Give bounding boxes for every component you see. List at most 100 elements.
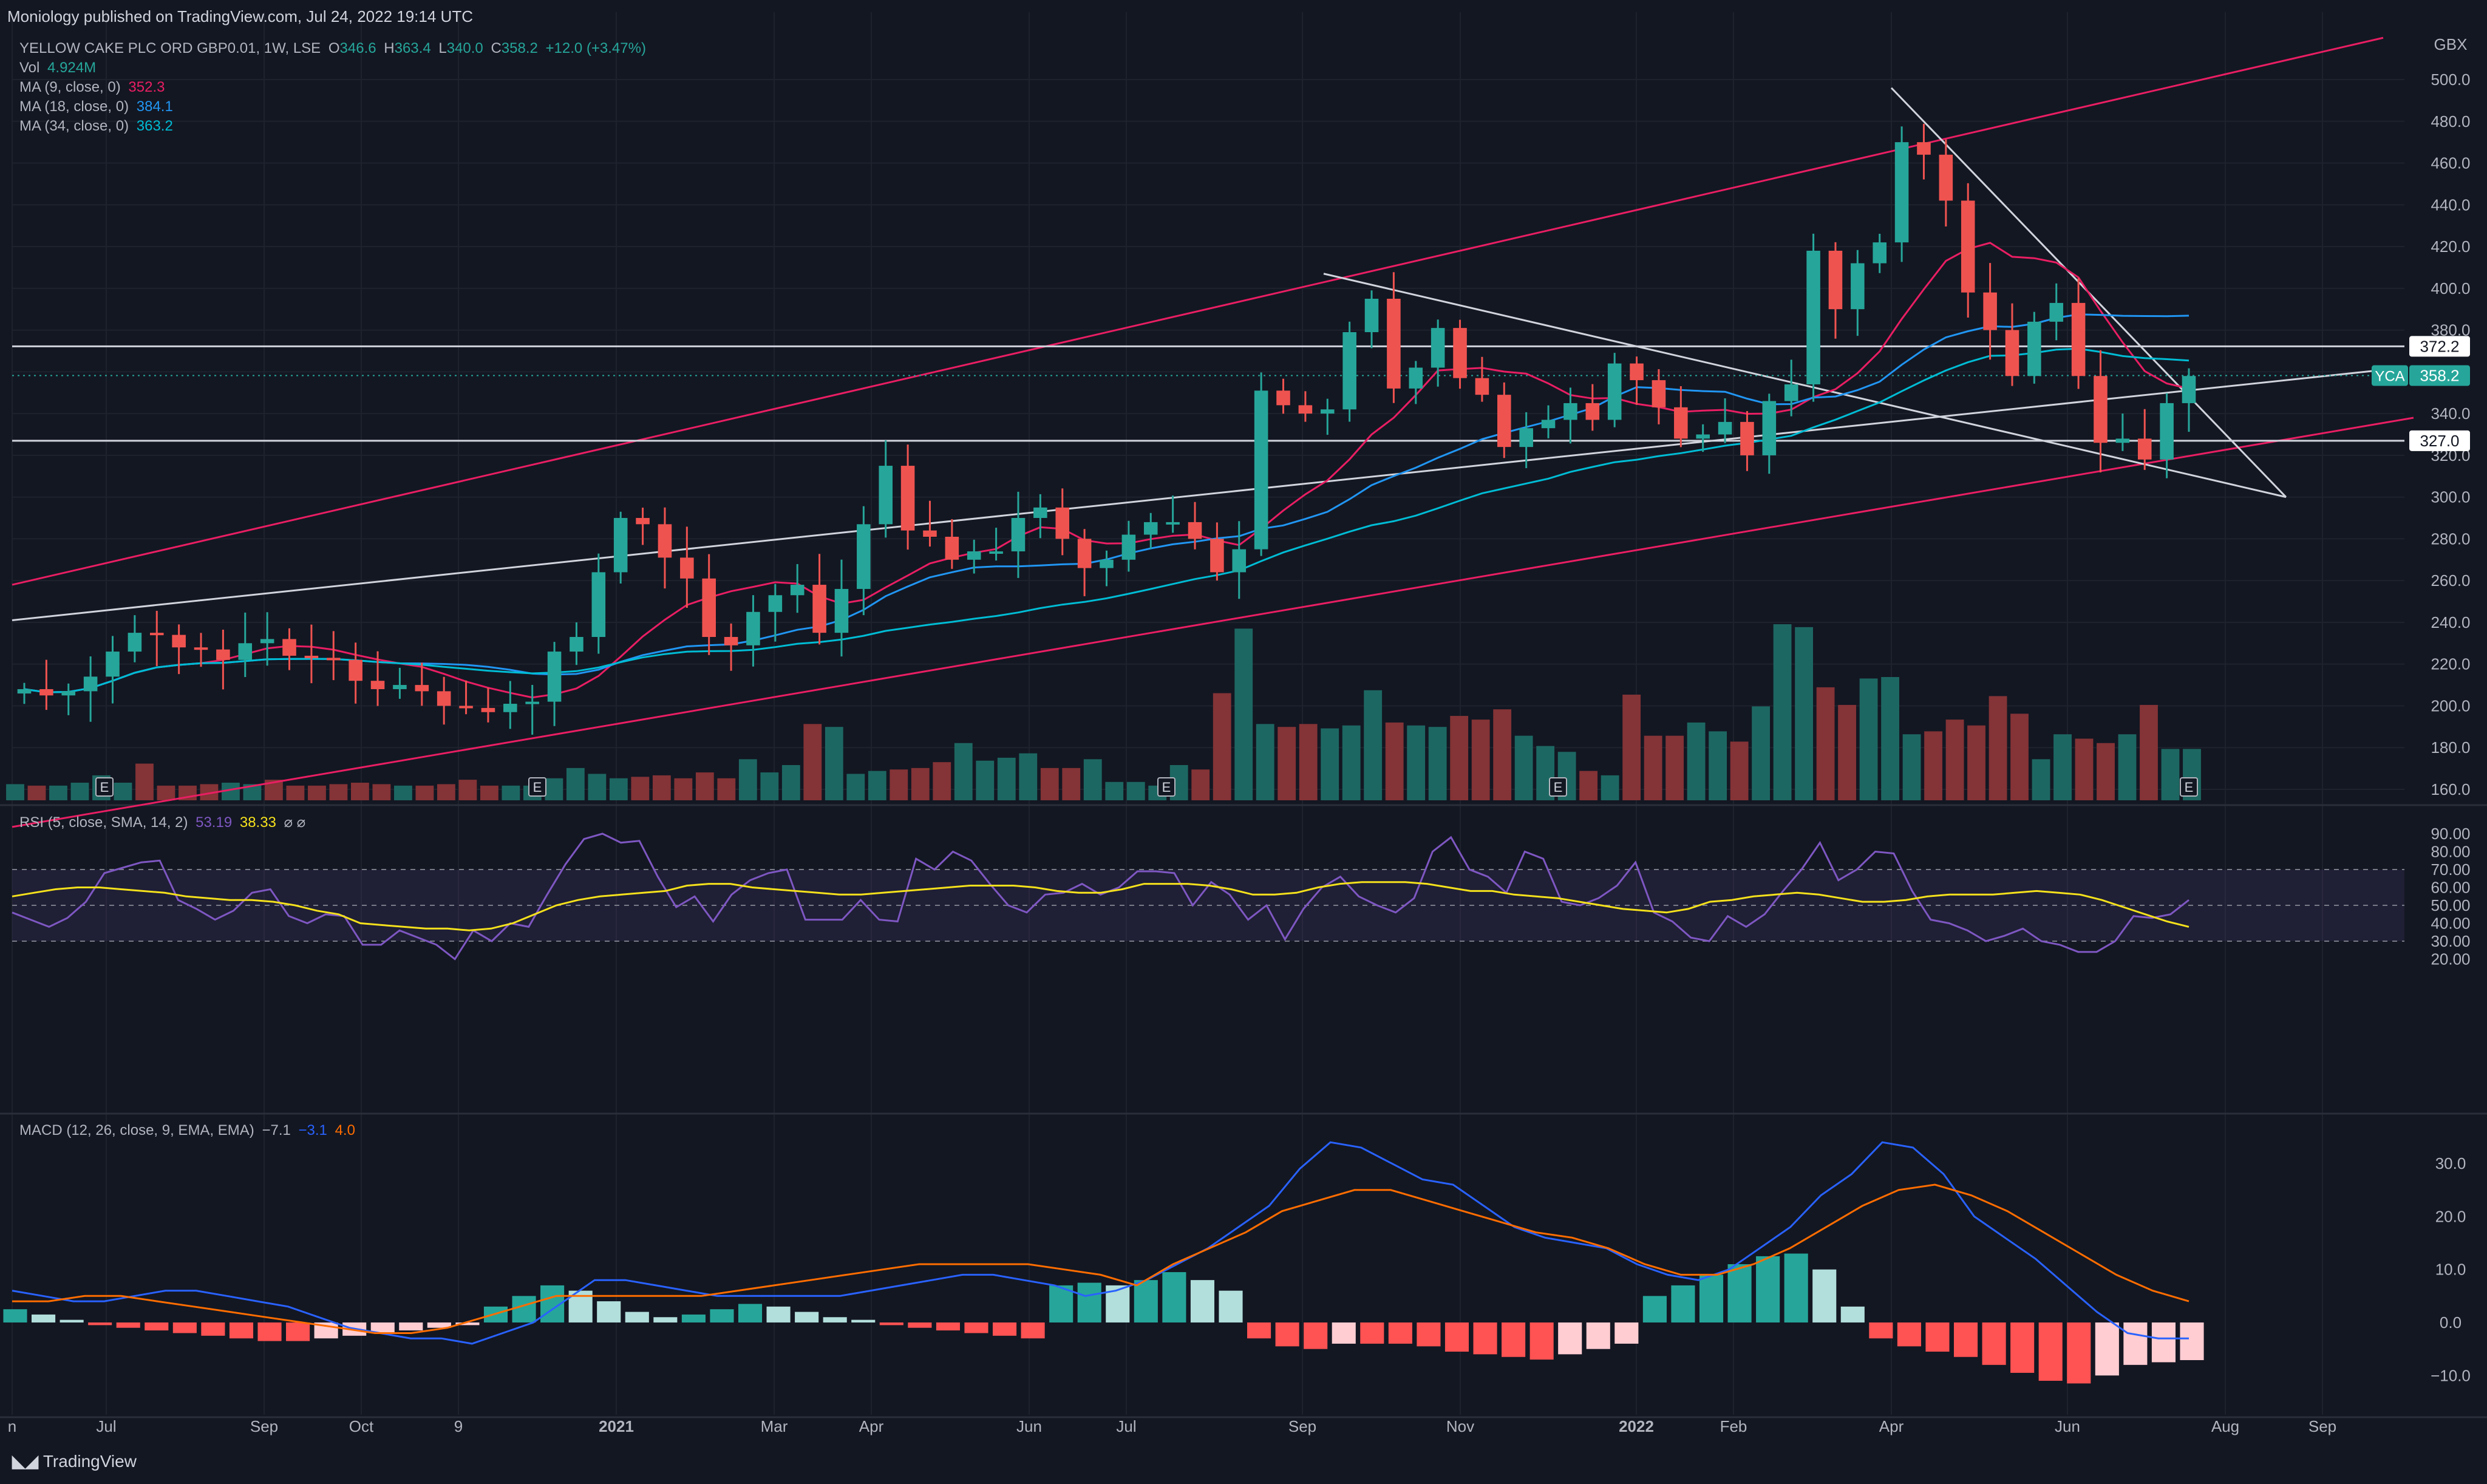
volume-bar [1881, 677, 1899, 800]
time-tick-label: Sep [2308, 1417, 2336, 1435]
macd-histogram-bar [1897, 1322, 1921, 1347]
candle-body [1961, 200, 1975, 293]
candle-body [481, 707, 495, 712]
macd-histogram-bar [455, 1322, 480, 1326]
ma18-value: 384.1 [136, 98, 173, 115]
price-tick-label: 260.0 [2431, 571, 2470, 590]
candle-body [989, 551, 1003, 554]
volume-bar [1709, 731, 1727, 800]
price-tick-label: 440.0 [2431, 196, 2470, 214]
symbol-legend[interactable]: YELLOW CAKE PLC ORD GBP0.01, 1W, LSE O34… [19, 40, 650, 57]
candle-body [2027, 321, 2041, 376]
rsi-legend[interactable]: RSI (5, close, SMA, 14, 2) 53.19 38.33 ⌀… [19, 814, 309, 831]
volume-bar [1428, 727, 1447, 800]
tradingview-logo-icon: ◣◢ [12, 1452, 43, 1471]
macd-histogram-bar [1982, 1322, 2006, 1365]
volume-bar [2118, 734, 2137, 800]
volume-bar [1234, 628, 1253, 800]
candle-body [1121, 534, 1136, 560]
symbol-name[interactable]: YELLOW CAKE PLC ORD GBP0.01, 1W, LSE [19, 40, 321, 56]
price-axis: GBX 160.0 180.0 200.0 220.0 240.0 260.0 280.0 30… [2431, 35, 2471, 1384]
candle-body [503, 704, 517, 712]
macd-histogram-bar [879, 1322, 903, 1326]
volume-bar [954, 743, 973, 800]
vol-legend[interactable]: Vol 4.924M [19, 60, 100, 77]
ma9-legend[interactable]: MA (9, close, 0) 352.3 [19, 79, 168, 96]
macd-histogram-bar [681, 1314, 706, 1322]
candlesticks [17, 123, 2196, 735]
volume-bar [6, 784, 24, 800]
volume-bar [286, 785, 305, 800]
upper-line-price-tag-bg [2409, 336, 2470, 357]
candle-body [415, 685, 429, 692]
time-tick-label: Sep [250, 1417, 278, 1435]
last-price-tag-bg [2409, 365, 2470, 386]
ma18-label[interactable]: MA (18, close, 0) [19, 98, 129, 115]
rsi-tick-label: 30.00 [2431, 932, 2470, 950]
price-tick-label: 180.0 [2431, 738, 2470, 757]
volume-bar [157, 785, 175, 800]
volume-bar [1450, 716, 1469, 800]
volume-bar [415, 785, 434, 800]
macd-histogram-bar [1558, 1322, 1582, 1355]
rsi-tick-label: 70.00 [2431, 860, 2470, 879]
ma9-label[interactable]: MA (9, close, 0) [19, 79, 121, 95]
candle-body [1342, 332, 1356, 410]
candle-body [525, 701, 539, 704]
ma34-label[interactable]: MA (34, close, 0) [19, 118, 129, 134]
ma18-legend[interactable]: MA (18, close, 0) 384.1 [19, 98, 177, 115]
candle-body [1762, 401, 1777, 455]
candle-body [2094, 376, 2108, 443]
vol-label[interactable]: Vol [19, 60, 40, 76]
earnings-marker-box [95, 777, 114, 797]
macd-histogram-bar [823, 1317, 847, 1322]
price-tick-label: 220.0 [2431, 655, 2470, 673]
candle-body [2115, 438, 2130, 443]
time-tick-label: Jul [96, 1417, 116, 1435]
candle-body [768, 595, 783, 612]
earnings-marker-box [528, 777, 546, 797]
macd-value: −3.1 [298, 1122, 327, 1139]
candle-body [1011, 518, 1026, 552]
candle-body [370, 681, 385, 689]
macd-histogram-bar [597, 1301, 621, 1322]
tradingview-logo[interactable]: ◣◢ TradingView [12, 1451, 137, 1471]
rsi-tick-label: 50.00 [2431, 896, 2470, 914]
macd-histogram-bar [257, 1322, 282, 1341]
volume-bar [1256, 724, 1274, 800]
volume-bar [545, 778, 563, 800]
candle-body [746, 611, 760, 645]
time-tick-label: n [8, 1417, 16, 1435]
rsi-label[interactable]: RSI (5, close, SMA, 14, 2) [19, 814, 188, 831]
macd-histogram-bar [2151, 1322, 2176, 1363]
volume-bar [329, 784, 348, 800]
macd-histogram-bar [1699, 1275, 1724, 1322]
macd-label[interactable]: MACD (12, 26, close, 9, EMA, EMA) [19, 1122, 254, 1139]
candle-body [1320, 409, 1335, 414]
volume-bar [1989, 696, 2007, 800]
macd-legend[interactable]: MACD (12, 26, close, 9, EMA, EMA) −7.1 −… [19, 1122, 359, 1139]
volume-bar [394, 785, 412, 800]
rsi-line [12, 832, 2189, 961]
candle-body [216, 649, 230, 660]
volume-bars [6, 624, 2201, 800]
ma9-line [24, 242, 2189, 699]
ma34-legend[interactable]: MA (34, close, 0) 363.2 [19, 118, 177, 135]
macd-histogram-bar [766, 1306, 791, 1322]
macd-histogram-bar [172, 1322, 197, 1333]
candle-body [1409, 367, 1423, 389]
candle-body [149, 633, 164, 636]
volume-bar [846, 774, 865, 800]
volume-bar [2032, 759, 2050, 800]
candle-body [2137, 438, 2152, 460]
candle-body [1806, 250, 1820, 384]
open-label: O [328, 40, 340, 56]
candle-body [1541, 420, 1556, 429]
time-tick-label: Feb [1720, 1417, 1747, 1435]
candle-body [1607, 363, 1622, 420]
candle-body [1740, 421, 1754, 455]
macd-histogram-bar [1586, 1322, 1610, 1349]
macd-histogram-bar [1219, 1290, 1243, 1322]
